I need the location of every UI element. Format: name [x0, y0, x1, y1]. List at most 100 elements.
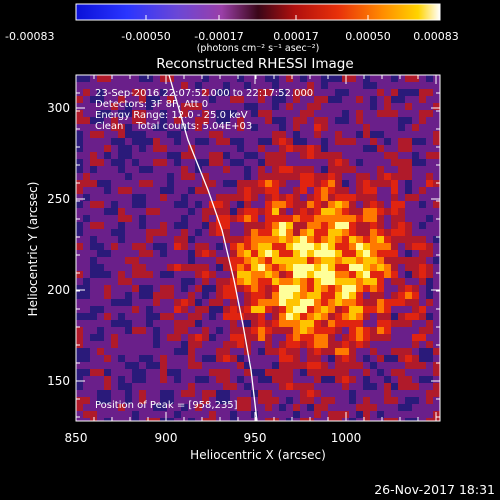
- image-pixel: [160, 124, 168, 132]
- image-pixel: [174, 313, 182, 321]
- image-pixel: [104, 110, 112, 118]
- image-pixel: [244, 89, 252, 97]
- image-pixel: [342, 131, 350, 139]
- image-pixel: [132, 103, 140, 111]
- image-pixel: [426, 411, 434, 419]
- image-pixel: [349, 411, 357, 419]
- image-pixel: [300, 201, 308, 209]
- image-pixel: [433, 285, 440, 293]
- image-pixel: [398, 117, 406, 125]
- image-pixel: [349, 243, 357, 251]
- image-pixel: [174, 96, 182, 104]
- image-pixel: [223, 201, 231, 209]
- image-pixel: [195, 418, 203, 421]
- image-pixel: [118, 75, 126, 83]
- image-pixel: [139, 89, 147, 97]
- image-pixel: [307, 397, 315, 405]
- image-pixel: [405, 285, 413, 293]
- image-pixel: [391, 264, 399, 272]
- image-pixel: [146, 82, 154, 90]
- image-pixel: [426, 103, 434, 111]
- image-pixel: [349, 376, 357, 384]
- image-pixel: [160, 306, 168, 314]
- image-pixel: [279, 159, 287, 167]
- image-pixel: [244, 327, 252, 335]
- image-pixel: [342, 194, 350, 202]
- image-pixel: [321, 334, 329, 342]
- image-pixel: [174, 306, 182, 314]
- image-pixel: [146, 264, 154, 272]
- image-pixel: [132, 390, 140, 398]
- image-pixel: [363, 145, 371, 153]
- image-pixel: [202, 418, 210, 421]
- image-pixel: [349, 313, 357, 321]
- image-pixel: [328, 327, 336, 335]
- image-pixel: [314, 320, 322, 328]
- image-pixel: [153, 250, 161, 258]
- image-pixel: [153, 320, 161, 328]
- image-pixel: [195, 264, 203, 272]
- image-pixel: [83, 390, 91, 398]
- image-pixel: [83, 103, 91, 111]
- image-pixel: [405, 96, 413, 104]
- image-pixel: [153, 138, 161, 146]
- image-pixel: [83, 96, 91, 104]
- image-pixel: [139, 334, 147, 342]
- image-pixel: [384, 376, 392, 384]
- image-pixel: [97, 341, 105, 349]
- image-pixel: [293, 327, 301, 335]
- image-pixel: [181, 208, 189, 216]
- image-pixel: [139, 117, 147, 125]
- image-pixel: [258, 334, 266, 342]
- image-pixel: [272, 278, 280, 286]
- image-pixel: [153, 362, 161, 370]
- image-pixel: [146, 152, 154, 160]
- image-pixel: [335, 285, 343, 293]
- image-pixel: [279, 166, 287, 174]
- image-pixel: [356, 117, 364, 125]
- image-pixel: [398, 348, 406, 356]
- image-pixel: [307, 117, 315, 125]
- image-pixel: [181, 397, 189, 405]
- image-pixel: [181, 418, 189, 421]
- image-pixel: [377, 397, 385, 405]
- image-pixel: [132, 355, 140, 363]
- image-pixel: [230, 138, 238, 146]
- image-pixel: [83, 82, 91, 90]
- image-pixel: [244, 418, 252, 421]
- image-pixel: [300, 131, 308, 139]
- image-pixel: [314, 390, 322, 398]
- image-pixel: [342, 397, 350, 405]
- image-pixel: [272, 89, 280, 97]
- image-pixel: [300, 348, 308, 356]
- image-pixel: [209, 383, 217, 391]
- image-pixel: [405, 75, 413, 83]
- image-pixel: [174, 117, 182, 125]
- image-pixel: [391, 75, 399, 83]
- image-pixel: [433, 243, 440, 251]
- image-pixel: [356, 355, 364, 363]
- image-pixel: [279, 89, 287, 97]
- image-pixel: [433, 208, 440, 216]
- image-pixel: [111, 348, 119, 356]
- colorbar-tick-label: -0.00050: [121, 30, 170, 43]
- image-pixel: [132, 243, 140, 251]
- image-pixel: [237, 369, 245, 377]
- image-pixel: [167, 131, 175, 139]
- image-pixel: [216, 229, 224, 237]
- image-pixel: [258, 145, 266, 153]
- image-pixel: [76, 404, 84, 412]
- image-pixel: [349, 82, 357, 90]
- image-pixel: [433, 320, 440, 328]
- image-pixel: [188, 348, 196, 356]
- image-pixel: [153, 215, 161, 223]
- image-pixel: [83, 229, 91, 237]
- image-pixel: [272, 243, 280, 251]
- image-pixel: [412, 236, 420, 244]
- image-pixel: [363, 341, 371, 349]
- image-pixel: [202, 159, 210, 167]
- image-pixel: [195, 348, 203, 356]
- image-pixel: [377, 173, 385, 181]
- image-pixel: [377, 215, 385, 223]
